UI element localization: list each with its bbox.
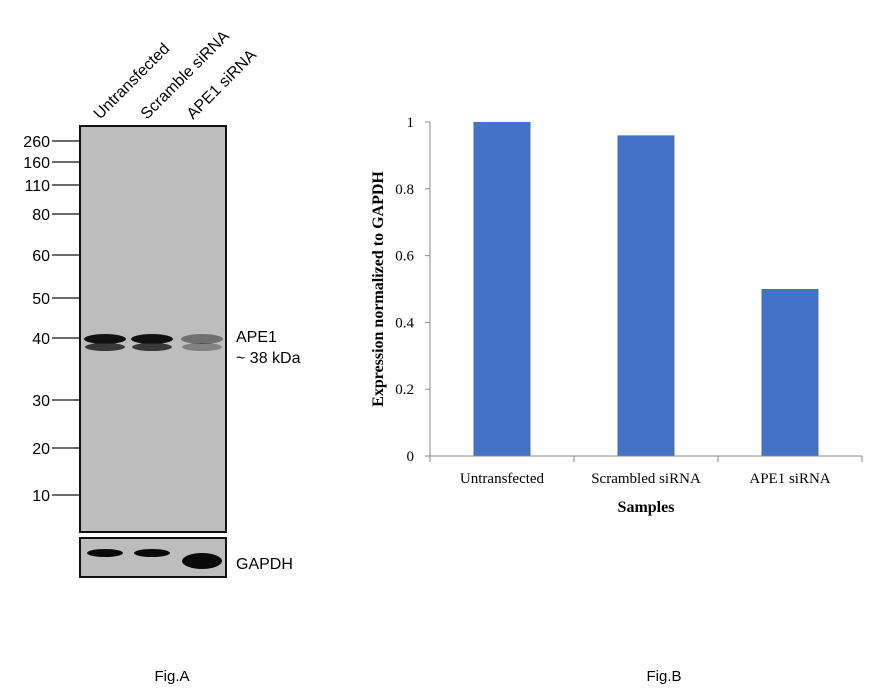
marker-label: 110 [24,178,50,195]
ape1-band-upper [131,334,173,344]
marker-label: 40 [32,331,50,348]
x-axis-label: Samples [618,499,675,516]
bar [761,289,819,456]
ape1-band-upper [84,334,126,344]
ape1-band-lower [182,343,222,351]
blot-membrane [79,125,227,533]
ape1-band-lower [132,343,172,351]
caption-b: Fig.B [646,668,681,685]
bar [473,122,531,456]
y-tick-label: 1 [407,115,415,131]
y-axis-label: Expression normalized to GAPDH [370,171,387,407]
gapdh-band [134,549,170,557]
marker-label: 20 [32,441,50,458]
ape1-band-upper [181,334,223,344]
marker-label: 50 [32,291,50,308]
marker-label: 30 [32,393,50,410]
marker-label: 60 [32,248,50,265]
bar-chart: 0 0.2 0.4 0.6 0.8 1 Untransfected Scrambled si… [370,115,863,685]
bar [617,135,675,457]
gapdh-band [87,549,123,557]
x-tick-label: Scrambled siRNA [591,471,701,487]
ape1-band-lower [85,343,125,351]
caption-a: Fig.A [154,668,189,685]
x-tick-label: APE1 siRNA [749,471,830,487]
y-tick-label: 0.8 [395,182,414,198]
marker-label: 80 [32,207,50,224]
gapdh-band [182,553,222,569]
y-tick-label: 0.6 [395,249,414,265]
band-size: ~ 38 kDa [236,350,301,367]
marker-label: 260 [23,134,50,151]
x-tick-label: Untransfected [460,471,545,487]
marker-label: 10 [32,488,50,505]
y-tick-label: 0.2 [395,382,414,398]
gapdh-label: GAPDH [236,556,293,573]
y-tick-label: 0 [407,449,415,465]
marker-label: 160 [23,155,50,172]
band-label: APE1 [236,329,277,346]
y-tick-label: 0.4 [395,315,414,331]
